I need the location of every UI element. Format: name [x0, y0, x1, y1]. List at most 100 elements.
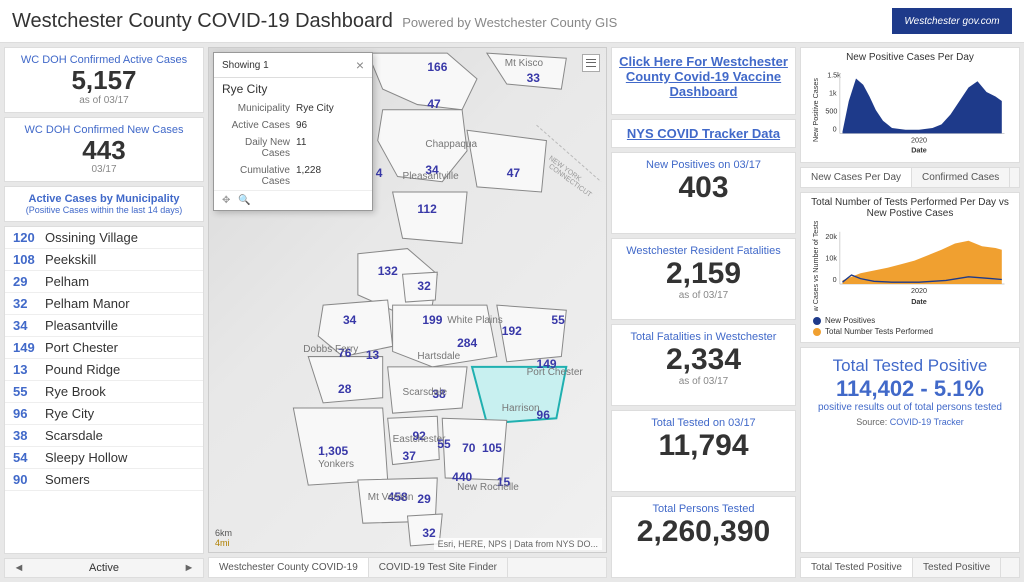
next-arrow-icon[interactable]: ► — [181, 562, 197, 574]
muni-item[interactable]: 38Scarsdale — [5, 425, 203, 447]
new-cases-label: WC DOH Confirmed New Cases — [13, 124, 195, 136]
tab-new-cases-day[interactable]: New Cases Per Day — [801, 168, 912, 187]
map-case-label[interactable]: 105 — [482, 441, 502, 455]
muni-item[interactable]: 32Pelham Manor — [5, 293, 203, 315]
vaccine-link-card: Click Here For Westchester County Covid-… — [611, 47, 796, 115]
muni-count: 120 — [13, 230, 45, 245]
muni-name: Pelham Manor — [45, 296, 130, 311]
map-case-label[interactable]: 28 — [338, 382, 351, 396]
stat-value: 403 — [620, 171, 787, 204]
map-case-label[interactable]: 166 — [427, 60, 447, 74]
map-case-label[interactable]: 4 — [376, 166, 383, 180]
muni-header-sub: (Positive Cases within the last 14 days) — [11, 205, 197, 215]
muni-count: 90 — [13, 472, 45, 487]
muni-count: 32 — [13, 296, 45, 311]
muni-item[interactable]: 149Port Chester — [5, 337, 203, 359]
muni-item[interactable]: 120Ossining Village — [5, 227, 203, 249]
logo[interactable]: Westchester gov.com — [892, 8, 1012, 34]
svg-text:1k: 1k — [829, 89, 837, 98]
map[interactable]: NEW YORK CONNECTICUT 1663347434471121323… — [208, 47, 607, 553]
muni-item[interactable]: 90Somers — [5, 469, 203, 491]
svg-text:0: 0 — [833, 275, 837, 284]
map-case-label[interactable]: 32 — [417, 279, 430, 293]
svg-text:New Positive Cases: New Positive Cases — [811, 78, 820, 142]
active-cases-value: 5,157 — [13, 66, 195, 95]
stat-label: Westchester Resident Fatalities — [620, 245, 787, 257]
map-case-label[interactable]: 29 — [417, 492, 430, 506]
zoom-icon[interactable]: 🔍 — [238, 195, 250, 206]
source-link[interactable]: COVID-19 Tracker — [890, 417, 964, 427]
map-case-label[interactable]: 33 — [527, 71, 540, 85]
total-positive-card: Total Tested Positive 114,402 - 5.1% pos… — [800, 347, 1020, 553]
map-case-label[interactable]: 199 — [422, 313, 442, 327]
svg-text:1.5k: 1.5k — [827, 71, 841, 80]
muni-item[interactable]: 96Rye City — [5, 403, 203, 425]
muni-name: Rye Brook — [45, 384, 106, 399]
popup-val: 1,228 — [296, 165, 364, 187]
map-place-label: New Rochelle — [457, 482, 519, 493]
tab-confirmed-cases[interactable]: Confirmed Cases — [912, 168, 1010, 187]
total-positive-value: 114,402 - 5.1% — [809, 376, 1011, 402]
map-case-label[interactable]: 192 — [502, 324, 522, 338]
muni-name: Somers — [45, 472, 90, 487]
map-case-label[interactable]: 112 — [417, 202, 436, 216]
map-case-label[interactable]: 132 — [378, 264, 398, 278]
muni-name: Rye City — [45, 406, 94, 421]
new-cases-sub: 03/17 — [13, 164, 195, 175]
map-case-label[interactable]: 47 — [507, 166, 520, 180]
stat-label: New Positives on 03/17 — [620, 159, 787, 171]
total-positive-title: Total Tested Positive — [809, 356, 1011, 376]
muni-item[interactable]: 108Peekskill — [5, 249, 203, 271]
close-icon[interactable]: × — [356, 57, 364, 73]
legend-label: Total Number Tests Performed — [825, 327, 933, 336]
map-case-label[interactable]: 13 — [366, 348, 379, 362]
stat-card: Westchester Resident Fatalities2,159as o… — [611, 238, 796, 320]
map-tabs: Westchester County COVID-19 COVID-19 Tes… — [208, 557, 607, 578]
muni-item[interactable]: 29Pelham — [5, 271, 203, 293]
stat-label: Total Persons Tested — [620, 503, 787, 515]
tab-covid[interactable]: Westchester County COVID-19 — [209, 558, 369, 577]
map-case-label[interactable]: 284 — [457, 336, 477, 350]
nys-link-card: NYS COVID Tracker Data — [611, 119, 796, 148]
muni-item[interactable]: 55Rye Brook — [5, 381, 203, 403]
tab-test-sites[interactable]: COVID-19 Test Site Finder — [369, 558, 508, 577]
muni-count: 149 — [13, 340, 45, 355]
map-case-label[interactable]: 34 — [343, 313, 356, 327]
move-icon[interactable]: ✥ — [222, 195, 230, 206]
stat-sub: as of 03/17 — [620, 376, 787, 387]
muni-item[interactable]: 13Pound Ridge — [5, 359, 203, 381]
popup-val: Rye City — [296, 103, 364, 114]
map-place-label: Harrison — [502, 403, 540, 414]
svg-text:w Cases vs Number of Tests: w Cases vs Number of Tests — [811, 221, 820, 311]
muni-count: 55 — [13, 384, 45, 399]
map-case-label[interactable]: 55 — [551, 313, 564, 327]
vaccine-dashboard-link[interactable]: Click Here For Westchester County Covid-… — [618, 54, 789, 99]
muni-name: Scarsdale — [45, 428, 103, 443]
stat-value: 11,794 — [620, 429, 787, 462]
muni-name: Ossining Village — [45, 230, 138, 245]
chart1-svg: New Positive Cases 1.5k 1k 500 0 2020 Da… — [805, 65, 1015, 155]
map-case-label[interactable]: 37 — [403, 449, 416, 463]
tab-tested-positive[interactable]: Tested Positive — [913, 558, 1001, 577]
popup-key: Daily New Cases — [222, 137, 296, 159]
stat-label: Total Tested on 03/17 — [620, 417, 787, 429]
map-case-label[interactable]: 47 — [427, 97, 440, 111]
prev-arrow-icon[interactable]: ◄ — [11, 562, 27, 574]
muni-list[interactable]: 120Ossining Village108Peekskill29Pelham3… — [4, 226, 204, 554]
muni-item[interactable]: 34Pleasantville — [5, 315, 203, 337]
pager-label: Active — [35, 562, 173, 574]
muni-header-title: Active Cases by Municipality — [11, 193, 197, 205]
svg-text:2020: 2020 — [911, 286, 927, 295]
stat-card: New Positives on 03/17403 — [611, 152, 796, 234]
map-case-label[interactable]: 1,305 — [318, 444, 348, 458]
tab-total-tested-positive[interactable]: Total Tested Positive — [801, 558, 913, 577]
svg-text:Date: Date — [911, 145, 927, 154]
svg-text:2020: 2020 — [911, 135, 927, 144]
muni-item[interactable]: 54Sleepy Hollow — [5, 447, 203, 469]
map-place-label: Pleasantville — [403, 171, 459, 182]
nys-tracker-link[interactable]: NYS COVID Tracker Data — [618, 126, 789, 141]
active-cases-card: WC DOH Confirmed Active Cases 5,157 as o… — [4, 47, 204, 113]
map-case-label[interactable]: 70 — [462, 441, 475, 455]
active-cases-sub: as of 03/17 — [13, 95, 195, 106]
legend-icon[interactable] — [582, 54, 600, 72]
